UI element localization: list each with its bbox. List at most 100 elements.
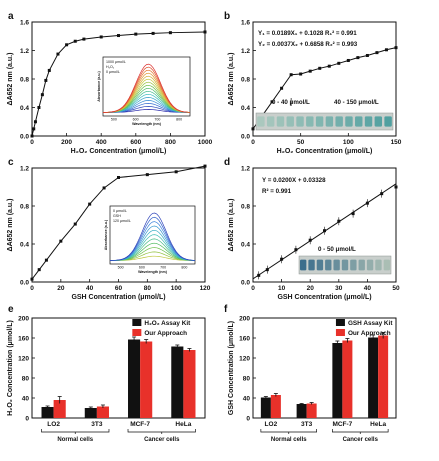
vial — [315, 116, 324, 127]
legend-label: Our Approach — [144, 330, 187, 337]
y-tick-label: 0.4 — [20, 105, 29, 112]
panel-e: e 0 40 80 120 160 200 H₂O₂ Concentration (μmol… — [7, 304, 206, 443]
y-tick-label: 40 — [22, 395, 30, 402]
spectrum-curve — [109, 212, 196, 261]
series-line — [252, 47, 397, 130]
data-point — [47, 68, 51, 72]
data-point — [168, 31, 172, 35]
y-tick-label: 0.8 — [20, 203, 29, 210]
inset-tick-label: 800 — [176, 118, 182, 122]
panel-e-letter: e — [8, 304, 14, 315]
y-tick-label: 80 — [243, 375, 251, 382]
data-point — [145, 173, 149, 177]
panel-e-axes: 0 40 80 120 160 200 H₂O₂ Concentration (μmol/L… — [7, 315, 206, 422]
y-tick-label: 0.0 — [241, 279, 250, 286]
y-tick-label: 120 — [239, 355, 250, 362]
data-point — [37, 106, 41, 109]
panel-d-axes: 0 10 20 30 40 50 0.0 0.4 0.8 1.2 GSH Concentration… — [228, 165, 400, 301]
panel-e-legend: H₂O₂ Assay Kit Our Approach — [132, 319, 191, 337]
x-tick-label: 100 — [343, 139, 354, 146]
panel-d-letter: d — [224, 157, 230, 168]
x-tick-label: 80 — [144, 285, 152, 292]
group-bracket — [332, 429, 389, 434]
panel-d: d 0 10 20 30 40 50 0.0 0.4 0.8 1.2 GSH Concentrati… — [224, 157, 400, 301]
x-tick-label: 0 — [30, 285, 34, 292]
data-point — [40, 93, 44, 97]
x-tick-label: 50 — [297, 139, 305, 146]
panel-b-letter: b — [224, 11, 230, 22]
data-point — [384, 48, 388, 52]
y-tick-label: 0.4 — [241, 105, 250, 112]
y-tick-label: 0.0 — [20, 133, 29, 140]
legend-label: H₂O₂ Assay Kit — [144, 320, 191, 327]
x-tick-label: 40 — [86, 285, 94, 292]
vial — [383, 259, 390, 271]
data-point — [73, 39, 77, 43]
panel-a: a 0 200 400 600 800 1000 0.0 0.4 0.8 1.2 1.6 H₂O₂ C… — [7, 11, 213, 155]
vial — [375, 259, 382, 271]
y-axis-title: ΔA652 nm (a.u.) — [228, 53, 235, 106]
panel-c: c 0 20 40 60 80 100 120 0.0 0.4 0.8 1.2 GSH Concent… — [7, 157, 211, 301]
data-point — [351, 212, 355, 216]
data-point — [65, 43, 69, 47]
category-label: MCF-7 — [332, 421, 352, 428]
data-point — [82, 37, 86, 41]
y-axis-title: ΔA652 nm (a.u.) — [7, 199, 14, 252]
panel-b-series — [251, 46, 398, 131]
vial — [325, 259, 332, 271]
x-tick-label: 400 — [96, 139, 107, 146]
data-point — [337, 61, 341, 65]
vial — [350, 259, 357, 271]
panel-b-axes: 0 50 100 150 0.0 0.4 0.8 1.2 1.6 H₂O₂ Concentrati… — [228, 19, 402, 155]
data-point — [375, 51, 379, 55]
inset-top-label: 1000 μmol/L — [106, 60, 126, 64]
data-point — [251, 127, 255, 131]
y-axis-title: GSH Concentration (μmol/L) — [228, 321, 235, 415]
panel-b-annotations: Y₁ = 0.0189X₁ + 0.1028 R₁² = 0.991 Y₂ = 0… — [255, 30, 394, 131]
inset-top-label: 0 μmol/L — [113, 209, 127, 213]
data-point — [73, 222, 77, 226]
vial — [316, 259, 324, 271]
panel-f-letter: f — [224, 304, 228, 315]
bar — [378, 335, 389, 418]
y-tick-label: 0 — [246, 415, 250, 422]
panel-d-annotations: Y = 0.0200X + 0.03328 R² = 0.991 0 - 50 μm… — [262, 177, 392, 275]
data-point — [265, 268, 269, 272]
legend-swatch — [335, 319, 345, 326]
y-tick-label: 0 — [25, 415, 29, 422]
group-label: Cancer cells — [144, 437, 180, 443]
y-tick-label: 0.0 — [241, 133, 250, 140]
y-axis-title: ΔA652 nm (a.u.) — [7, 53, 14, 106]
data-point — [32, 127, 36, 131]
inset-tick-label: 500 — [111, 118, 117, 122]
bar — [171, 346, 184, 418]
legend-swatch — [335, 329, 345, 336]
x-tick-label: 10 — [278, 285, 286, 292]
data-point — [394, 46, 398, 50]
y-axis-title: ΔA652 nm (a.u.) — [228, 199, 235, 252]
bar — [53, 400, 66, 418]
bar — [342, 340, 353, 418]
x-tick-label: 100 — [171, 285, 182, 292]
y-tick-label: 0.4 — [20, 241, 29, 248]
y-tick-label: 1.6 — [241, 19, 250, 26]
bar — [84, 408, 97, 418]
y-tick-label: 1.2 — [241, 48, 250, 55]
inset-tick-label: 700 — [160, 266, 166, 270]
vial — [276, 116, 285, 127]
data-point — [308, 69, 312, 73]
panel-f-bars: LO2 3T3 MCF-7 HeLa Normal cells Cancer cells — [260, 332, 389, 443]
data-point — [299, 72, 303, 76]
equation-2: Y₂ = 0.0037X₂ + 0.6858 R₂² = 0.993 — [258, 41, 358, 48]
group-bracket — [127, 429, 196, 434]
x-tick-label: 30 — [335, 285, 343, 292]
panel-a-series — [30, 30, 207, 138]
data-point — [394, 185, 398, 189]
data-point — [117, 34, 120, 38]
bar — [96, 406, 109, 418]
y-tick-label: 1.2 — [20, 165, 29, 172]
panel-f-legend: GSH Assay Kit Our Approach — [335, 319, 393, 337]
data-point — [134, 32, 138, 36]
panel-a-letter: a — [8, 11, 14, 22]
